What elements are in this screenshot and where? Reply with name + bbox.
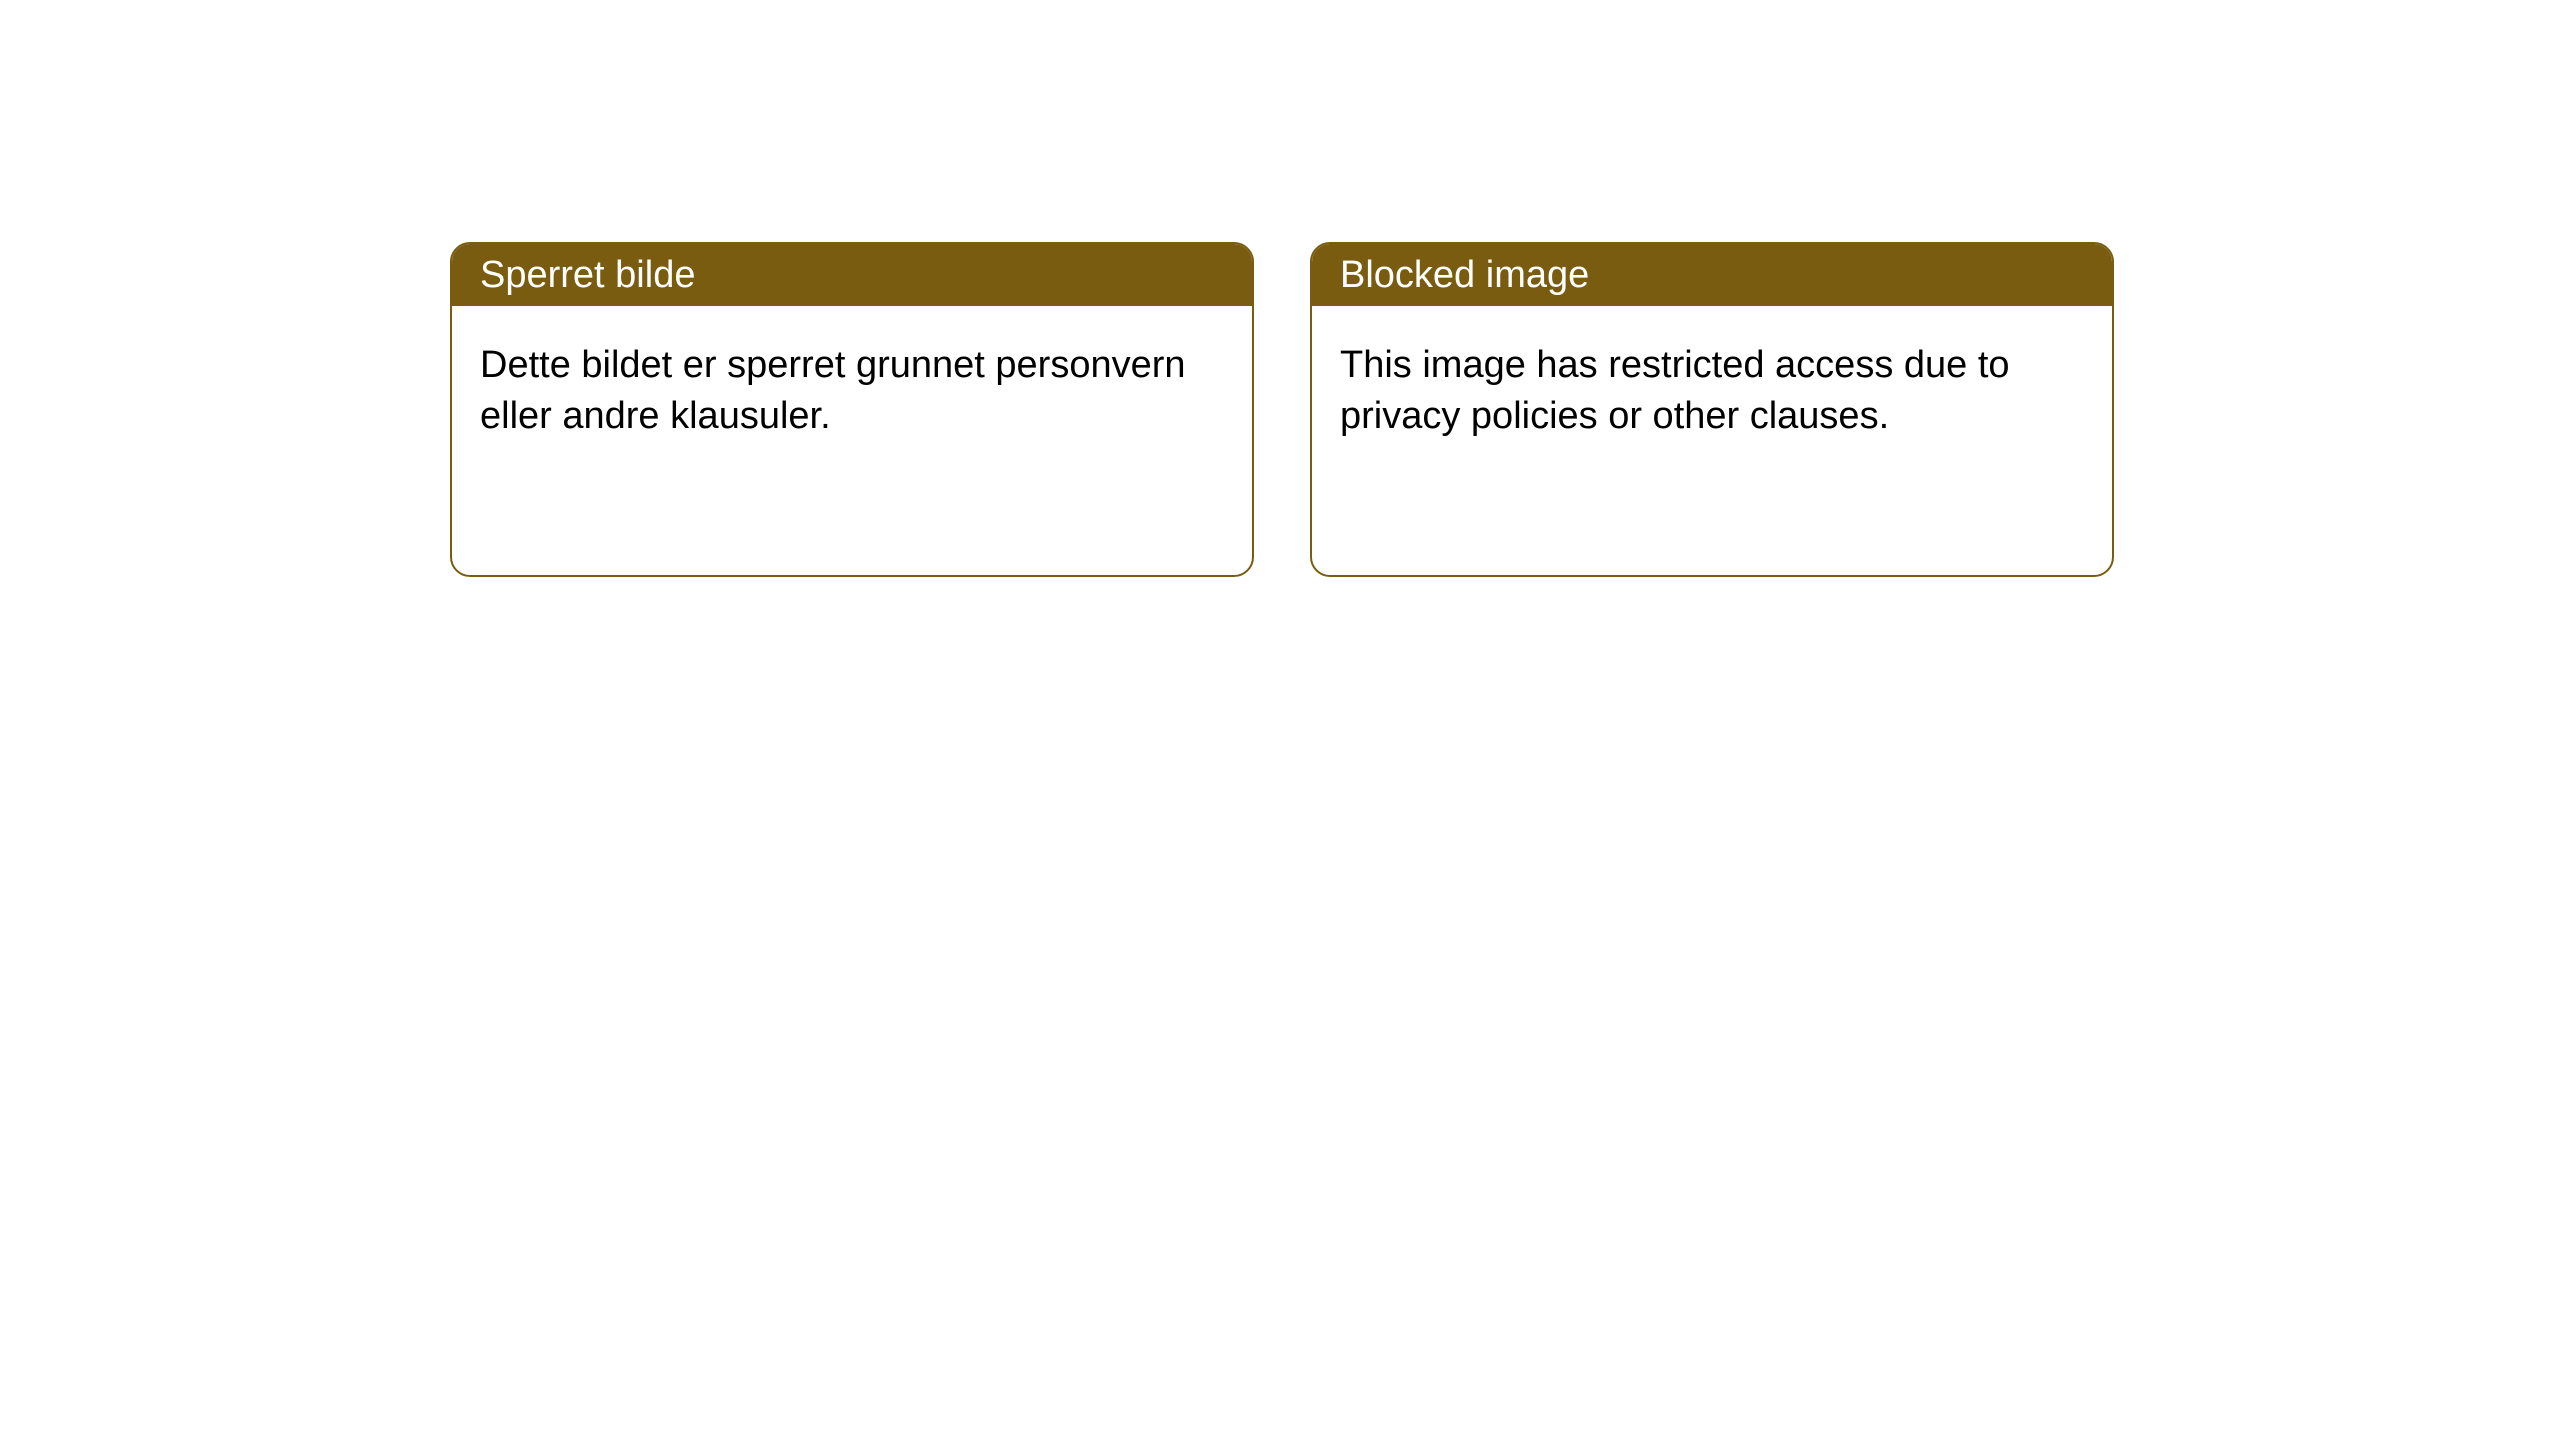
- blocked-image-notices: Sperret bilde Dette bildet er sperret gr…: [450, 242, 2114, 577]
- notice-card-english: Blocked image This image has restricted …: [1310, 242, 2114, 577]
- notice-body-norwegian: Dette bildet er sperret grunnet personve…: [452, 306, 1252, 477]
- notice-card-norwegian: Sperret bilde Dette bildet er sperret gr…: [450, 242, 1254, 577]
- notice-title-norwegian: Sperret bilde: [452, 244, 1252, 306]
- notice-body-english: This image has restricted access due to …: [1312, 306, 2112, 477]
- notice-title-english: Blocked image: [1312, 244, 2112, 306]
